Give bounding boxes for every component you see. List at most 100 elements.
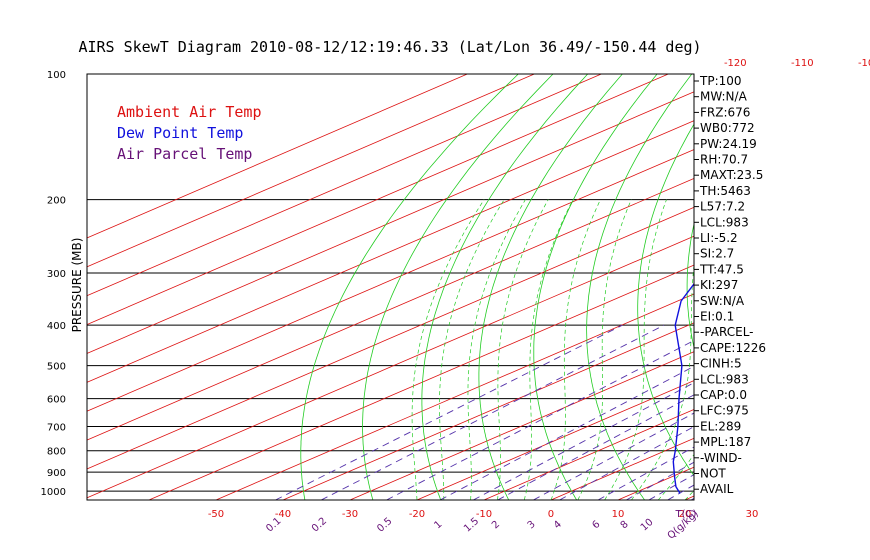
moist-adiabat (467, 199, 526, 500)
isotherm (752, 74, 870, 500)
bottom-temp-tick: -20 (409, 509, 425, 520)
side-index: LI:-5.2 (700, 231, 738, 245)
legend: Ambient Air Temp Dew Point Temp Air Parc… (117, 103, 262, 163)
mixing-ratio-tick: 8 (619, 519, 631, 531)
top-temperature-axis: -120-110-100-90-80-70-60-50-40 (724, 58, 870, 69)
side-index: EL:289 (700, 419, 741, 433)
dry-adiabat (637, 123, 694, 477)
side-index: MPL:187 (700, 435, 751, 449)
isotherm (416, 380, 694, 500)
isotherm (282, 322, 694, 500)
isotherm (87, 178, 694, 441)
side-index: MAXT:23.5 (700, 168, 763, 182)
side-index: AVAIL (700, 482, 734, 496)
mixing-ratio-line (785, 325, 870, 500)
bottom-temp-tick: -30 (342, 509, 358, 520)
top-temp-tick: -120 (724, 58, 747, 69)
mixing-ratio-line (320, 324, 665, 500)
isotherm (87, 74, 468, 239)
dry-adiabat (362, 74, 554, 500)
side-index: FRZ:676 (700, 105, 750, 119)
isotherm (349, 351, 694, 500)
isotherm (87, 74, 669, 326)
mixing-ratio-line (533, 412, 694, 500)
side-index: TT:47.5 (699, 262, 744, 276)
x-axis-label: T(C) (675, 509, 697, 520)
pressure-tick-400: 400 (47, 321, 66, 332)
bottom-temp-tick: 20 (679, 509, 692, 520)
pressure-tick-100: 100 (47, 70, 66, 81)
bottom-temp-tick: -50 (208, 509, 224, 520)
legend-ambient-air-temp: Ambient Air Temp (117, 103, 262, 121)
side-index: -PARCEL- (700, 325, 754, 339)
legend-air-parcel-temp: Air Parcel Temp (117, 145, 252, 163)
mixing-ratio-tick: 0.5 (375, 516, 394, 535)
mixing-ratio-tick: 1 (432, 519, 444, 531)
side-index: -WIND- (700, 451, 742, 465)
side-index: LCL:983 (700, 215, 749, 229)
isotherm (148, 264, 694, 500)
moist-adiabat (523, 199, 574, 500)
side-index: PW:24.19 (700, 137, 757, 151)
side-index: RH:70.7 (700, 153, 748, 167)
side-index: SW:N/A (700, 294, 745, 308)
isotherm (215, 293, 694, 500)
isotherm (87, 120, 694, 383)
side-index: MW:N/A (700, 90, 748, 104)
dry-adiabat (478, 74, 623, 500)
side-index: CAPE:1226 (700, 341, 766, 355)
bottom-temperature-axis: -50 -40 -30 -20 -10 0 10 20 30 T(C) (208, 509, 759, 520)
isotherm (87, 149, 694, 412)
pressure-tick-500: 500 (47, 362, 66, 373)
side-index: NOT (700, 467, 726, 481)
mixing-ratio-line (800, 325, 870, 500)
isotherm (87, 91, 694, 354)
side-index: KI:297 (700, 278, 738, 292)
side-index: LCL:983 (700, 372, 749, 386)
mixing-ratio-lines (275, 324, 870, 500)
side-index: LFC:975 (700, 404, 749, 418)
mixing-ratio-tick: 2 (490, 519, 502, 531)
bottom-temp-tick: 30 (746, 509, 759, 520)
pressure-tick-1000: 1000 (41, 487, 66, 498)
moist-adiabat (631, 261, 694, 500)
mixing-ratio-line (473, 382, 694, 500)
mixing-ratio-tick: 10 (639, 517, 656, 534)
moist-adiabat (550, 199, 601, 500)
moist-adiabat (497, 199, 549, 500)
series-line-1 (672, 282, 694, 494)
pressure-tick-700: 700 (47, 423, 66, 434)
moist-adiabat (792, 200, 870, 500)
isotherm (87, 206, 694, 470)
isotherm (87, 74, 535, 268)
mixing-ratio-line (275, 324, 623, 500)
dry-adiabat (586, 74, 693, 500)
isotherm (819, 74, 870, 500)
side-index: WB0:772 (700, 121, 755, 135)
mixing-ratio-line (439, 365, 694, 500)
mixing-ratio-line (559, 426, 694, 500)
top-temp-tick: -100 (858, 58, 870, 69)
mixing-ratio-line (597, 446, 694, 500)
profile-lines (672, 282, 694, 494)
isotherm (483, 409, 694, 500)
moist-adiabat (765, 200, 870, 500)
moist-adiabats (411, 199, 870, 500)
side-index: SI:2.7 (700, 247, 734, 261)
moist-adiabat (604, 199, 667, 500)
chart-title: AIRS SkewT Diagram 2010-08-12/12:19:46.3… (78, 38, 701, 56)
dry-adiabat (781, 74, 870, 500)
side-index: CAP:0.0 (700, 388, 747, 402)
pressure-tick-600: 600 (47, 395, 66, 406)
dry-adiabat (421, 74, 588, 500)
dry-adiabat (686, 222, 694, 349)
moist-adiabat (411, 199, 485, 500)
isotherm (87, 74, 602, 297)
mixing-ratio-line (386, 339, 694, 500)
dry-adiabat (826, 74, 870, 500)
y-axis-label: PRESSURE (MB) (70, 238, 84, 333)
mixing-ratio-tick: 6 (590, 519, 602, 531)
pressure-tick-800: 800 (47, 447, 66, 458)
isotherm (87, 235, 694, 499)
